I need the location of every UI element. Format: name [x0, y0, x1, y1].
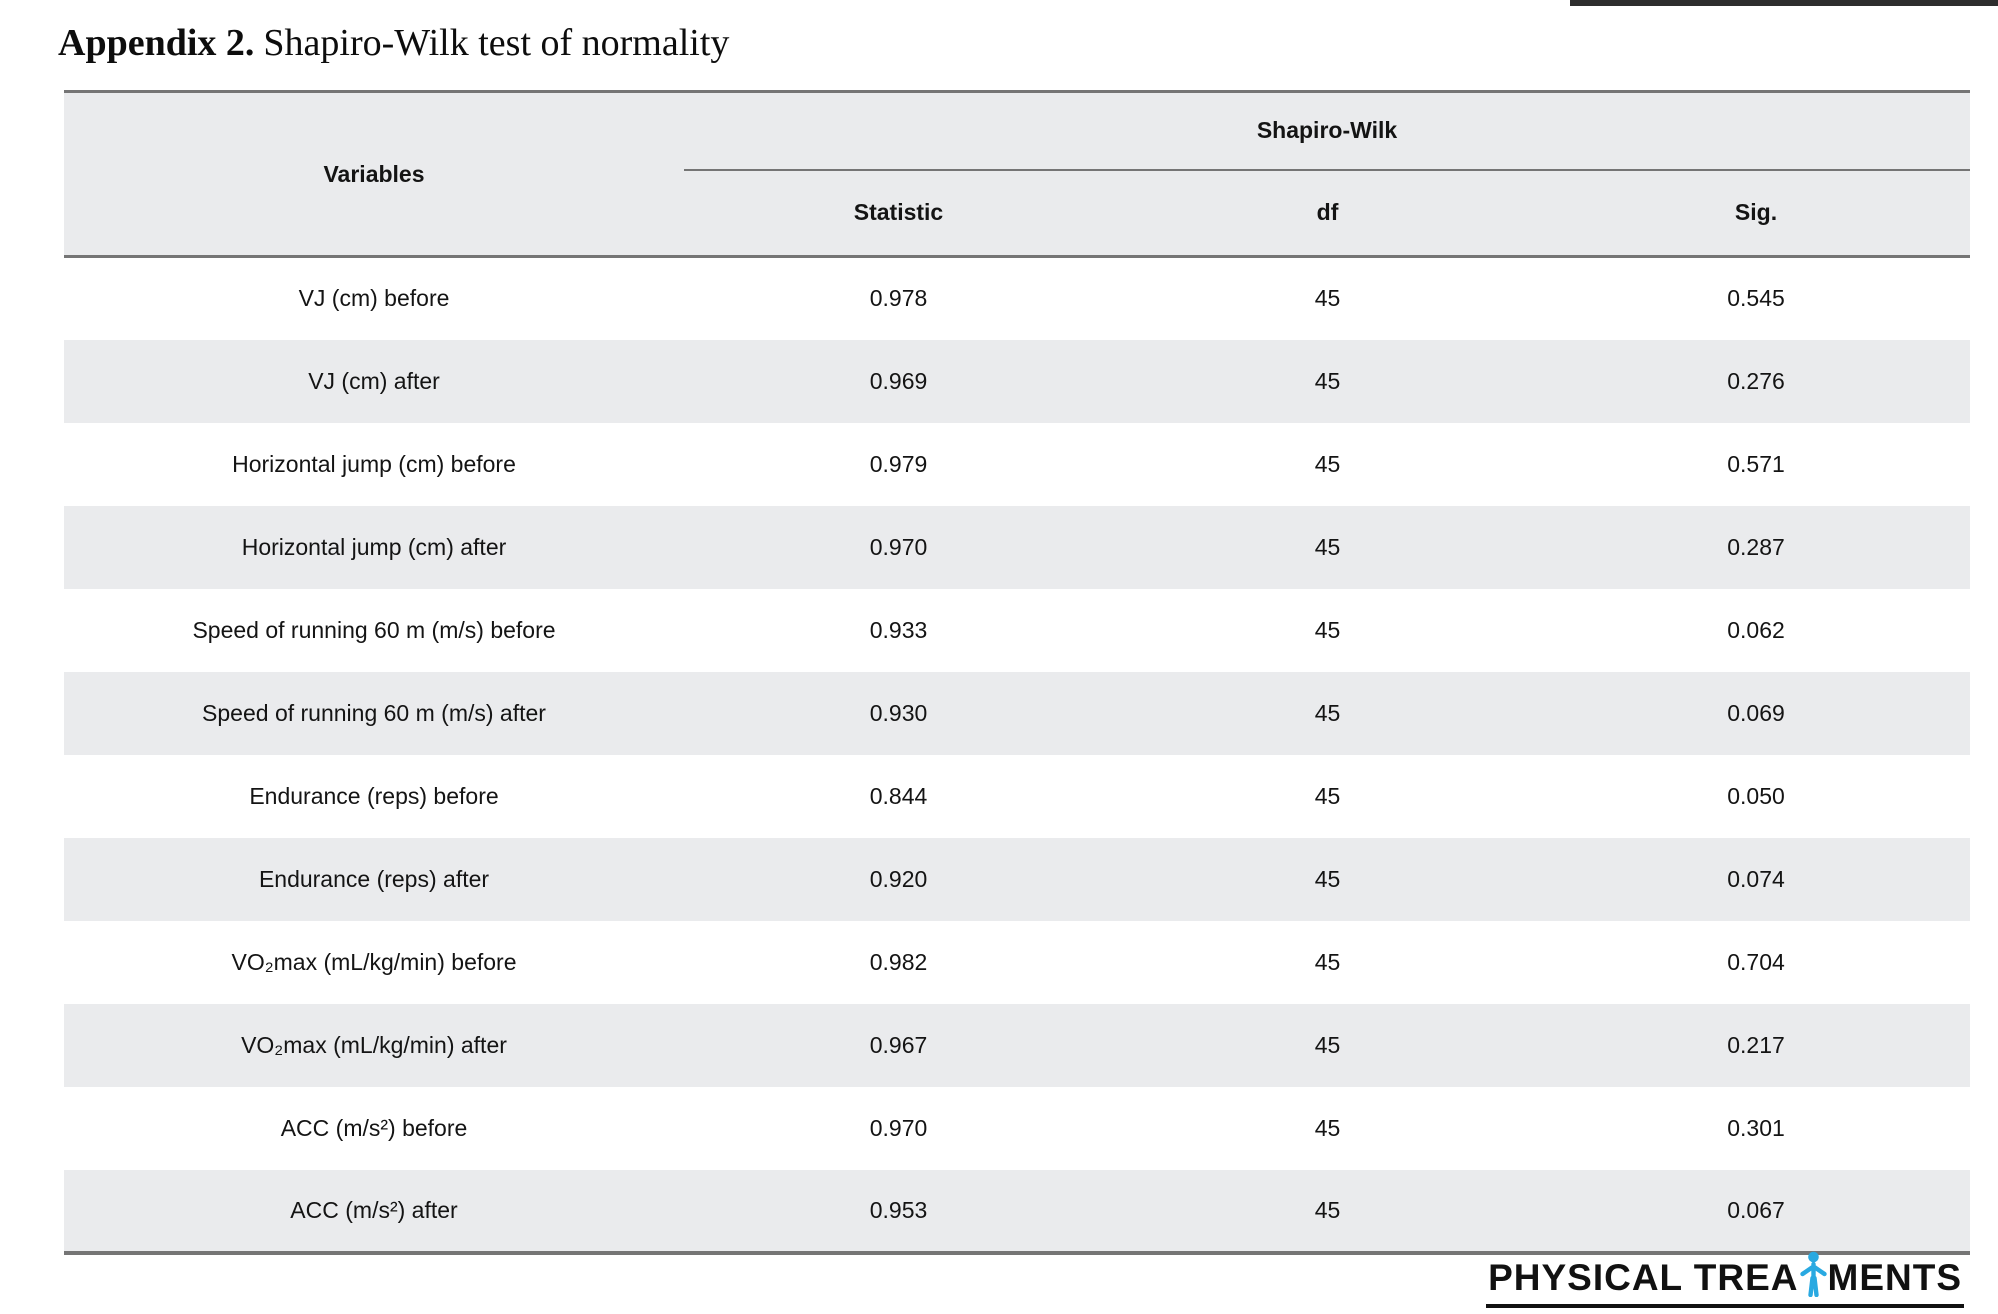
cell-statistic: 0.970 — [684, 505, 1113, 589]
cell-sig: 0.067 — [1542, 1169, 1971, 1253]
cell-df: 45 — [1113, 837, 1542, 921]
cell-variable: Endurance (reps) after — [64, 837, 684, 921]
cell-statistic: 0.970 — [869, 1114, 928, 1141]
cell-statistic: 0.978 — [869, 285, 928, 312]
cell-variable: VO₂max (mL/kg/min) after — [64, 1003, 684, 1087]
cell-sig: 0.287 — [1542, 505, 1971, 589]
table-row: VJ (cm) after 0.969 45 0.276 — [64, 339, 1971, 423]
page-title: Appendix 2. Shapiro-Wilk test of normalit… — [58, 20, 729, 68]
cell-sig: 0.545 — [1727, 285, 1785, 312]
cell-statistic: 0.982 — [869, 948, 928, 975]
table-body: VJ (cm) before 0.978 45 0.545 VJ (cm) af… — [64, 257, 1971, 1253]
cell-sig: 0.704 — [1727, 948, 1785, 975]
cell-sig: 0.276 — [1542, 339, 1971, 423]
cell-df: 45 — [1113, 1003, 1542, 1087]
cell-statistic: 0.967 — [684, 1003, 1113, 1087]
table-row: VO₂max (mL/kg/min) after 0.967 45 0.217 — [64, 1003, 1971, 1087]
table-row: Speed of running 60 m (m/s) after 0.930 … — [64, 671, 1971, 755]
column-header-statistic: Statistic — [684, 169, 1113, 258]
cell-df: 45 — [1113, 339, 1542, 423]
cell-variable: Speed of running 60 m (m/s) after — [64, 671, 684, 755]
table-row: VO₂max (mL/kg/min) before 0.982 45 0.704 — [64, 921, 1970, 1004]
table-header-row-group: Variables Shapiro-Wilk — [64, 91, 1971, 258]
group-header-shapiro-wilk: Shapiro-Wilk — [684, 91, 1971, 171]
table-row: VJ (cm) before 0.978 45 0.545 — [64, 257, 1970, 340]
table-row: Endurance (reps) before 0.844 45 0.050 — [64, 755, 1970, 838]
logo-text-left: PHYSICAL TREA — [1488, 1257, 1799, 1298]
cell-sig: 0.301 — [1727, 1114, 1785, 1141]
cell-variable: VJ (cm) before — [298, 285, 450, 312]
table-header-row-columns: Statistic df Sig. — [64, 169, 1971, 258]
cell-df: 45 — [1113, 505, 1542, 589]
cell-variable: VO₂max (mL/kg/min) before — [231, 948, 517, 975]
cell-df: 45 — [1113, 1169, 1542, 1253]
cell-statistic: 0.979 — [869, 450, 928, 477]
cell-variable: Speed of running 60 m (m/s) before — [192, 616, 556, 643]
logo-text-right: MENTS — [1827, 1257, 1962, 1298]
cell-df: 45 — [1314, 616, 1341, 643]
cell-df: 45 — [1314, 1114, 1341, 1141]
cell-df: 45 — [1314, 450, 1341, 477]
column-header-sig: Sig. — [1542, 169, 1971, 258]
cell-variable: ACC (m/s²) before — [280, 1114, 468, 1141]
cell-sig: 0.062 — [1727, 616, 1785, 643]
column-header-df: df — [1113, 169, 1542, 258]
table-row: ACC (m/s²) after 0.953 45 0.067 — [64, 1169, 1971, 1253]
table-row: Endurance (reps) after 0.920 45 0.074 — [64, 837, 1971, 921]
cell-variable: Endurance (reps) before — [249, 782, 499, 809]
table-row: ACC (m/s²) before 0.970 45 0.301 — [64, 1087, 1970, 1170]
cell-df: 45 — [1314, 948, 1341, 975]
cell-sig: 0.050 — [1727, 782, 1785, 809]
cell-df: 45 — [1113, 671, 1542, 755]
shapiro-wilk-table: Variables Shapiro-Wilk Statistic df Sig.… — [64, 90, 1971, 1255]
cell-df: 45 — [1314, 285, 1341, 312]
table-row: Horizontal jump (cm) before 0.979 45 0.5… — [64, 423, 1970, 506]
cell-statistic: 0.953 — [684, 1169, 1113, 1253]
title-text: Shapiro-Wilk test of normality — [263, 22, 730, 64]
column-header-variables: Variables — [64, 91, 684, 258]
title-label: Appendix 2. — [58, 22, 255, 64]
table-row: Horizontal jump (cm) after 0.970 45 0.28… — [64, 505, 1971, 589]
cell-variable: Horizontal jump (cm) before — [232, 450, 516, 477]
table-header: Variables Shapiro-Wilk Statistic df Sig. — [64, 91, 1971, 258]
cell-statistic: 0.933 — [869, 616, 928, 643]
table-row: Speed of running 60 m (m/s) before 0.933… — [64, 589, 1970, 672]
page-top-rule — [1570, 0, 1998, 6]
cell-statistic: 0.844 — [869, 782, 928, 809]
cell-sig: 0.217 — [1542, 1003, 1971, 1087]
cell-statistic: 0.969 — [684, 339, 1113, 423]
cell-df: 45 — [1314, 782, 1341, 809]
cell-statistic: 0.930 — [684, 671, 1113, 755]
cell-sig: 0.074 — [1542, 837, 1971, 921]
cell-variable: ACC (m/s²) after — [64, 1169, 684, 1253]
cell-sig: 0.069 — [1542, 671, 1971, 755]
person-icon — [1799, 1251, 1827, 1298]
cell-sig: 0.571 — [1727, 450, 1785, 477]
cell-variable: Horizontal jump (cm) after — [64, 505, 684, 589]
cell-variable: VJ (cm) after — [64, 339, 684, 423]
cell-statistic: 0.920 — [684, 837, 1113, 921]
journal-logo: PHYSICAL TREA MENTS — [1486, 1251, 1964, 1308]
